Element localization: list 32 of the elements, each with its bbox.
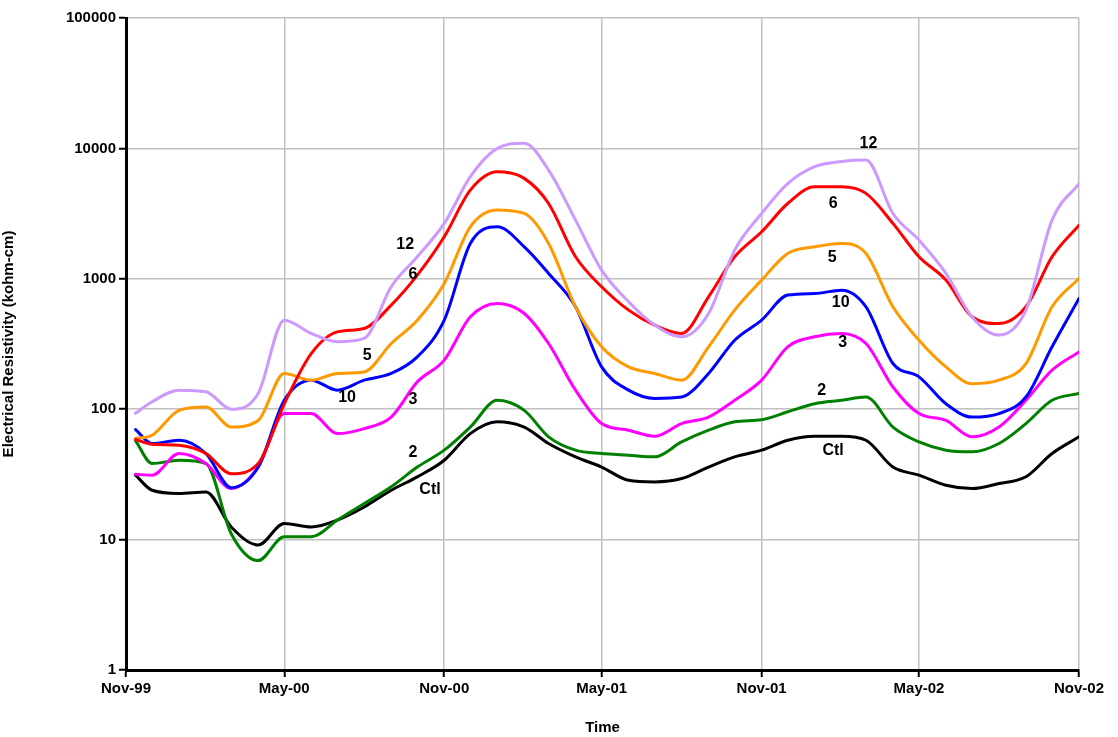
line-series xyxy=(134,420,1079,547)
x-tick-label: May-00 xyxy=(258,679,310,697)
text: 5 xyxy=(827,248,837,266)
series-label: 10 xyxy=(831,292,850,310)
text: 12 xyxy=(859,133,878,151)
y-axis-title: Electrical Resistivity (kohm-cm) xyxy=(0,230,17,458)
text: 6 xyxy=(828,193,838,211)
text: Ctl xyxy=(822,441,844,459)
x-axis-title: Time xyxy=(585,718,620,736)
x-tick-label: Nov-02 xyxy=(1053,679,1105,697)
y-tick-label: 1 xyxy=(107,660,116,678)
y-tick-label: 10 xyxy=(99,529,116,547)
text: 3 xyxy=(408,390,418,408)
text: 2 xyxy=(408,442,418,460)
series-label: 12 xyxy=(396,235,415,253)
line-series xyxy=(134,170,1079,476)
y-tick-label: 10000 xyxy=(74,138,116,156)
series-label: 2 xyxy=(817,380,827,398)
y-tick-label: 100 xyxy=(90,399,116,417)
series-label: 3 xyxy=(838,333,848,351)
series-label: 5 xyxy=(362,346,372,364)
text: 10 xyxy=(338,387,356,405)
line-series xyxy=(134,208,1079,441)
x-tick-label: Nov-99 xyxy=(100,679,152,697)
x-tick-label: May-01 xyxy=(576,679,628,697)
series-label: 6 xyxy=(408,265,418,283)
y-tick-label: 1000 xyxy=(82,268,116,286)
x-tick-label: May-02 xyxy=(893,679,945,697)
y-tick-label: 100000 xyxy=(65,8,116,26)
x-tick-label: Nov-01 xyxy=(736,679,787,697)
series-label: Ctl xyxy=(419,480,441,498)
x-tick-label: Nov-00 xyxy=(419,679,470,697)
